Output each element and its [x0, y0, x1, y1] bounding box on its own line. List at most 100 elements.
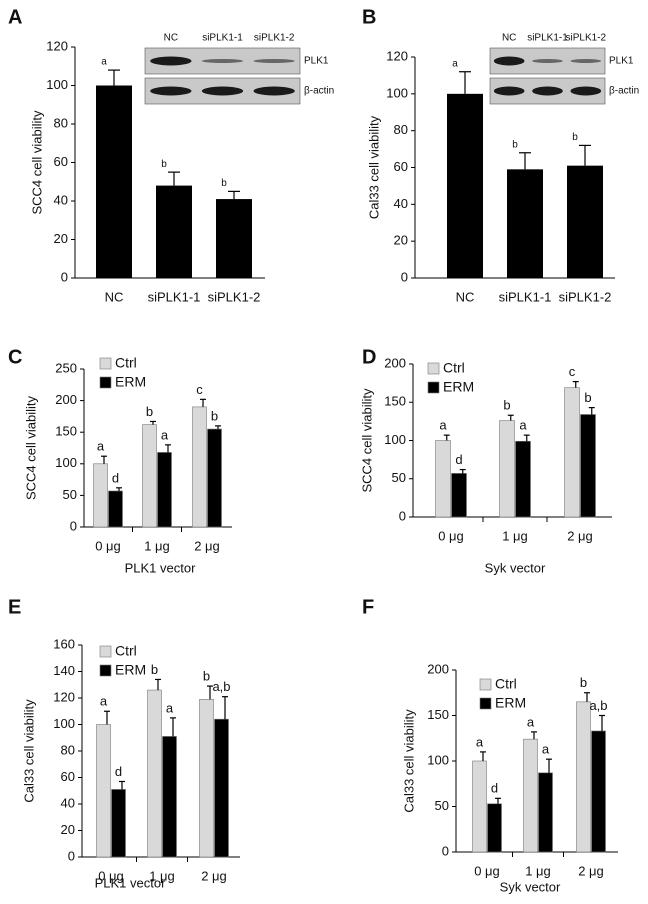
significance-letter: a,b [589, 698, 607, 713]
y-tick-label: 20 [394, 233, 408, 248]
y-tick-label: 50 [435, 798, 449, 813]
y-tick-label: 60 [394, 159, 408, 174]
panel-label: E [8, 596, 21, 618]
y-tick-label: 200 [55, 392, 77, 407]
y-tick-label: 0 [399, 508, 406, 523]
y-tick-label: 0 [68, 848, 75, 863]
bar [472, 760, 487, 853]
panel-label: A [8, 6, 22, 28]
blot-band [253, 59, 295, 63]
blot-band [532, 59, 563, 63]
blot-row-label: β-actin [609, 86, 639, 97]
significance-letter: a [97, 439, 105, 454]
legend-label: Ctrl [443, 360, 465, 376]
significance-letter: d [491, 781, 498, 796]
legend-label: Ctrl [115, 355, 137, 371]
x-tick-label: 1 μg [525, 863, 551, 878]
y-tick-label: 140 [53, 663, 75, 678]
y-tick-label: 0 [401, 269, 408, 284]
y-tick-label: 120 [386, 48, 408, 63]
y-tick-label: 100 [46, 77, 68, 92]
bar [523, 738, 538, 853]
significance-letter: b [584, 390, 591, 405]
significance-letter: a,b [212, 679, 230, 694]
blot-lane-label: siPLK1-2 [566, 33, 607, 44]
significance-letter: d [115, 764, 122, 779]
blot-band [570, 86, 602, 96]
y-tick-label: 20 [61, 822, 75, 837]
y-tick-label: 100 [384, 432, 406, 447]
bar [93, 463, 108, 528]
legend-swatch [427, 381, 440, 394]
y-tick-label: 50 [63, 487, 77, 502]
significance-letter: b [503, 398, 510, 413]
bar [216, 199, 252, 278]
x-axis-label: PLK1 vector [125, 560, 196, 575]
x-tick-label: 0 μg [98, 868, 124, 883]
y-tick-label: 80 [61, 742, 75, 757]
bar [199, 699, 214, 858]
legend-swatch [99, 645, 112, 658]
x-tick-label: 2 μg [194, 538, 220, 553]
y-axis-label: Cal33 cell viability [366, 115, 381, 219]
y-tick-label: 20 [54, 231, 68, 246]
y-tick-label: 250 [55, 360, 77, 375]
x-tick-label: siPLK1-1 [499, 289, 552, 304]
x-tick-label: 2 μg [567, 528, 593, 543]
x-tick-label: siPLK1-2 [208, 289, 261, 304]
y-tick-label: 150 [384, 394, 406, 409]
y-tick-label: 160 [53, 636, 75, 651]
y-axis-label: SCC4 cell viability [23, 395, 38, 500]
y-tick-label: 100 [427, 752, 449, 767]
x-tick-label: siPLK1-2 [559, 289, 612, 304]
bar [515, 440, 531, 518]
bar [156, 185, 192, 278]
blot-band [493, 86, 525, 96]
legend-swatch [479, 697, 492, 710]
bar [591, 730, 606, 853]
blot-lane-label: siPLK1-1 [527, 33, 568, 44]
y-axis-label: SCC4 cell viability [359, 388, 374, 493]
y-tick-label: 60 [61, 769, 75, 784]
x-tick-label: NC [456, 289, 475, 304]
x-tick-label: 2 μg [578, 863, 604, 878]
significance-letter: b [151, 662, 158, 677]
blot-row-label: β-actin [304, 86, 334, 97]
y-tick-label: 120 [46, 38, 68, 53]
y-axis-label: Cal33 cell viability [401, 709, 416, 813]
panel-label: C [8, 346, 22, 368]
y-tick-label: 60 [54, 154, 68, 169]
bar [192, 406, 207, 528]
bar [487, 803, 502, 853]
legend-swatch [427, 362, 440, 375]
blot-band [150, 56, 192, 66]
significance-letter: b [203, 669, 210, 684]
blot-band [570, 59, 602, 63]
significance-letter: c [569, 364, 576, 379]
significance-letter: c [196, 382, 203, 397]
bar [207, 428, 222, 528]
x-axis-label: PLK1 vector [95, 875, 166, 890]
significance-letter: b [512, 139, 518, 150]
legend-label: ERM [115, 662, 146, 678]
significance-letter: a [519, 418, 527, 433]
legend-label: ERM [495, 695, 526, 711]
x-tick-label: 2 μg [201, 868, 227, 883]
bar [147, 689, 162, 858]
y-tick-label: 40 [61, 795, 75, 810]
blot-band [150, 86, 192, 96]
significance-letter: a [542, 742, 550, 757]
significance-letter: a [166, 700, 174, 715]
y-tick-label: 40 [54, 192, 68, 207]
bar [157, 452, 172, 528]
blot-band [253, 86, 295, 96]
significance-letter: a [452, 58, 458, 69]
bar [96, 85, 132, 278]
x-tick-label: siPLK1-1 [148, 289, 201, 304]
panel-label: D [362, 346, 376, 368]
significance-letter: a [527, 714, 535, 729]
blot-lane-label: NC [502, 33, 516, 44]
y-tick-label: 200 [427, 661, 449, 676]
